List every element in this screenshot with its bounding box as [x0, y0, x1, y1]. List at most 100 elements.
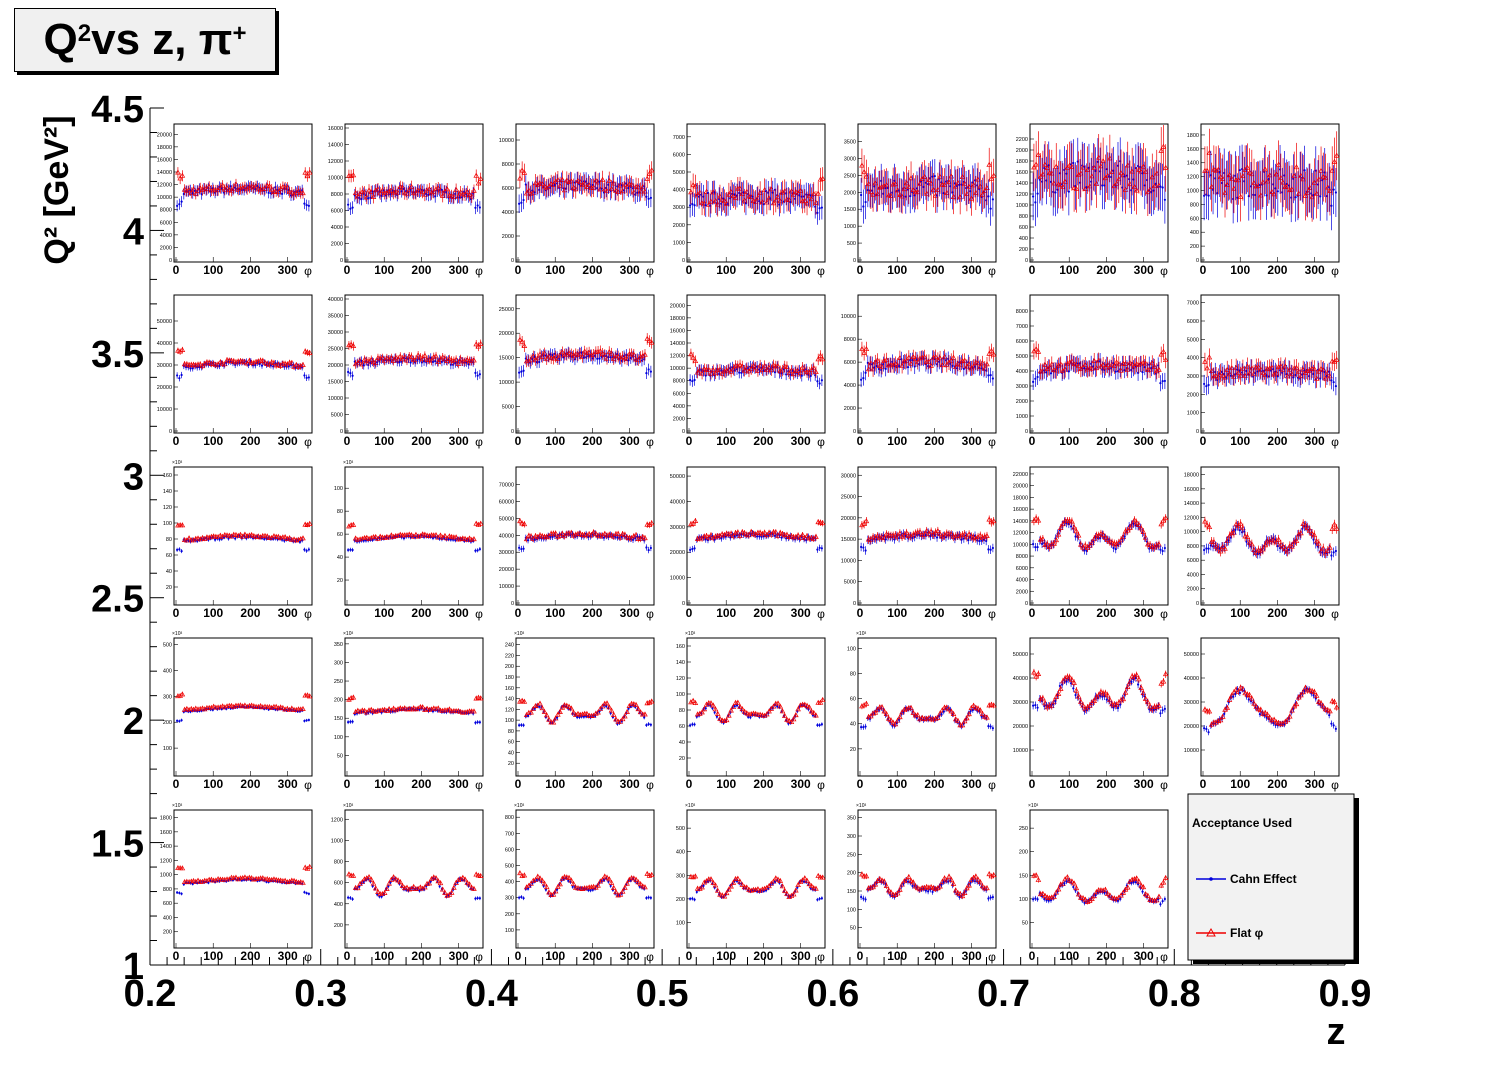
cahn-data-point	[1036, 375, 1039, 379]
subplot-panel: 0 10000 20000 30000 40000 50000 0 100 200 300 φ	[670, 466, 826, 621]
subplot-phi-label: φ	[988, 264, 996, 278]
subplot-x-tick-label: 300	[791, 263, 811, 277]
flat-data-point	[735, 363, 741, 369]
cahn-data-point	[762, 203, 765, 206]
subplot-y-tick-label: 14000	[157, 170, 172, 176]
cahn-data-point	[478, 547, 481, 551]
subplot-x-tick-label: 200	[1096, 263, 1116, 277]
cahn-data-point	[518, 546, 521, 549]
y-tick-label: 3.5	[91, 334, 144, 376]
flat-data-point	[519, 338, 525, 344]
cahn-data-point	[909, 195, 912, 198]
x-tick-label: 0.6	[806, 973, 859, 1015]
cahn-data-point	[474, 206, 477, 209]
flat-data-point	[1113, 359, 1120, 365]
subplot-y-tick-label: 16000	[670, 328, 685, 334]
subplot-x-tick-label: 100	[887, 263, 907, 277]
subplot-x-tick-label: 300	[1134, 263, 1154, 277]
cahn-data-point	[1032, 380, 1035, 383]
y-tick-label: 2.5	[91, 579, 144, 621]
flat-data-point	[644, 335, 651, 341]
subplot-x-tick-label: 200	[753, 434, 773, 448]
subplot-y-tick-label: 14000	[670, 341, 685, 347]
flat-data-point	[815, 356, 822, 362]
flat-data-point	[177, 348, 183, 354]
subplot-x-tick-label: 100	[1059, 263, 1079, 277]
subplot-y-tick-label: 7000	[1016, 324, 1028, 330]
cahn-data-point	[693, 378, 696, 382]
cahn-data-point	[987, 374, 990, 377]
flat-data-point	[859, 162, 865, 168]
cahn-data-point	[280, 192, 284, 195]
y-tick-label: 3	[123, 456, 144, 498]
cahn-data-point	[1159, 185, 1162, 188]
subplot-phi-label: φ	[646, 435, 654, 449]
subplot-x-tick-label: 200	[924, 263, 944, 277]
cahn-data-point	[178, 203, 181, 206]
cahn-data-point	[476, 549, 479, 552]
subplot-y-tick-label: 0	[682, 258, 685, 264]
cahn-data-point	[347, 370, 350, 374]
subplot-x-tick-label: 200	[1096, 434, 1116, 448]
subplot-y-tick-label: 10000	[328, 176, 343, 182]
cahn-data-point	[884, 367, 887, 370]
subplot-y-tick-label: 50000	[670, 474, 685, 480]
subplot-x-tick-label: 300	[620, 263, 640, 277]
flat-data-point	[1073, 185, 1080, 191]
flat-data-point	[1160, 348, 1167, 354]
flat-data-point	[928, 362, 934, 368]
subplot-x-tick-label: 0	[1200, 434, 1207, 448]
flat-data-point	[1091, 357, 1098, 363]
subplot-x-tick-label: 300	[278, 263, 298, 277]
cahn-data-point	[1067, 370, 1070, 373]
subplot-x-tick-label: 300	[449, 606, 469, 620]
subplot-panel: 0 2000 4000 6000 8000 10000 0 100 200 300 φ	[841, 294, 997, 449]
cahn-data-point	[1332, 381, 1335, 384]
subplot-x-tick-label: 300	[962, 263, 982, 277]
cahn-data-point	[260, 364, 264, 367]
subplot-y-tick-label: 0	[340, 258, 343, 264]
subplot-x-tick-label: 0	[1029, 263, 1036, 277]
subplot-y-tick-label: 400	[1019, 236, 1028, 242]
subplot-y-tick-label: 0	[511, 429, 514, 435]
flat-data-point	[1158, 147, 1165, 153]
cahn-data-point	[1054, 191, 1057, 194]
subplot-phi-label: φ	[646, 264, 654, 278]
subplot-panel: 0 5000 10000 15000 20000 25000 30000 0 100 200 300…	[841, 466, 997, 621]
cahn-data-point	[989, 374, 992, 377]
cahn-data-point	[526, 539, 530, 542]
cahn-data-point	[522, 369, 525, 372]
subplot-y-tick-label: 2000	[673, 223, 685, 229]
cahn-data-point	[1114, 370, 1117, 373]
flat-data-point	[597, 348, 604, 354]
subplot-phi-label: φ	[304, 607, 312, 621]
subplot-y-tick-label: 8000	[844, 337, 856, 343]
cahn-data-point	[816, 380, 819, 383]
flat-data-point	[737, 362, 743, 368]
subplot-phi-label: φ	[988, 607, 996, 621]
flat-data-point	[859, 345, 865, 352]
flat-data-point	[810, 190, 817, 196]
subplot-y-tick-label: 20000	[841, 516, 856, 522]
cahn-data-point	[1034, 201, 1037, 204]
subplot-phi-label: φ	[475, 264, 483, 278]
cahn-data-point	[307, 204, 310, 207]
flat-data-point	[1100, 157, 1106, 164]
subplot-y-tick-label: 3500	[844, 140, 856, 146]
subplot-y-tick-label: 5000	[1187, 337, 1199, 343]
flat-data-point	[179, 346, 186, 352]
flat-data-point	[861, 168, 867, 175]
subplot-y-tick-label: 6000	[1016, 339, 1028, 345]
cahn-data-point	[474, 549, 477, 552]
subplot-y-tick-label: 4000	[331, 225, 343, 231]
subplot-y-tick-label: 1600	[1187, 147, 1199, 153]
cahn-data-point	[689, 548, 692, 551]
subplot-x-tick-label: 0	[173, 606, 180, 620]
flat-data-point	[1057, 361, 1064, 367]
flat-data-point	[197, 185, 204, 191]
subplot-x-tick-label: 0	[857, 434, 864, 448]
subplot-y-tick-label: 0	[853, 601, 856, 607]
flat-data-point	[306, 169, 313, 175]
subplot-y-tick-label: 600	[1019, 225, 1028, 231]
subplot-x-tick-label: 200	[582, 434, 602, 448]
